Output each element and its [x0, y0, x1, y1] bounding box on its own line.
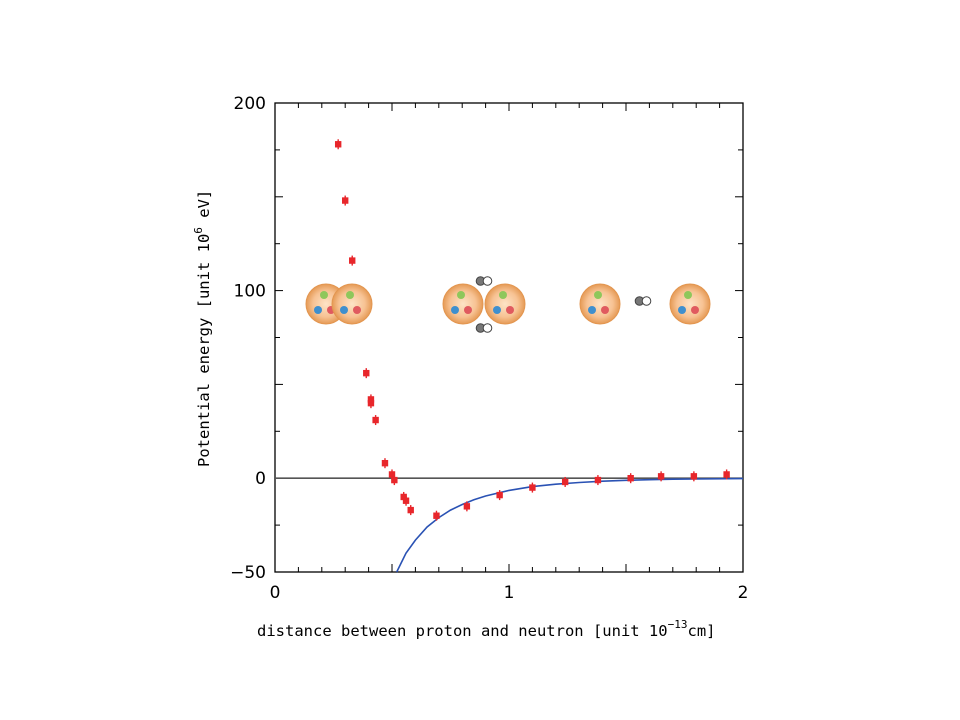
nucleon-overlap-right: [331, 283, 373, 325]
x-tick-label: 0: [270, 583, 281, 603]
quark-blue: [340, 306, 348, 314]
y-axis-title: Potential energy [unit 106 eV]: [192, 190, 213, 467]
nucleon-touch-left: [442, 283, 484, 325]
quark-blue: [314, 306, 322, 314]
axis-ticks: [274, 102, 744, 573]
nucleon-illustration: [305, 276, 711, 333]
quark-green: [594, 291, 602, 299]
pion-light: [482, 276, 493, 286]
quark-green: [684, 291, 692, 299]
quark-red: [464, 306, 472, 314]
x-axis-title-exponent: −13: [668, 618, 688, 631]
y-tick-label: −50: [230, 563, 266, 583]
fit-curve: [395, 477, 744, 573]
quark-green: [320, 291, 328, 299]
x-axis-title-unit: cm]: [687, 622, 715, 640]
fit-curve-line: [395, 477, 744, 573]
nucleon-apart-right: [669, 283, 711, 325]
pion-light: [482, 323, 493, 333]
plot-frame: [274, 102, 744, 573]
nucleon-touch-right: [484, 283, 526, 325]
y-axis-title-text: Potential energy [unit 10: [195, 234, 213, 467]
y-axis-title-unit: eV]: [195, 190, 213, 227]
data-points: [334, 139, 730, 521]
quark-red: [601, 306, 609, 314]
nucleon-apart-left: [579, 283, 621, 325]
x-axis-title: distance between proton and neutron [uni…: [257, 618, 715, 640]
quark-red: [691, 306, 699, 314]
y-tick-label: 0: [255, 469, 266, 489]
quark-blue: [588, 306, 596, 314]
x-tick-label: 2: [738, 583, 749, 603]
pion-light: [641, 296, 652, 306]
quark-blue: [678, 306, 686, 314]
y-tick-label: 100: [234, 282, 266, 302]
x-axis-title-text: distance between proton and neutron [uni…: [257, 622, 668, 640]
quark-blue: [451, 306, 459, 314]
quark-red: [353, 306, 361, 314]
y-tick-label: 200: [234, 94, 266, 114]
quark-blue: [493, 306, 501, 314]
quark-green: [457, 291, 465, 299]
quark-green: [499, 291, 507, 299]
quark-green: [346, 291, 354, 299]
x-tick-label: 1: [504, 583, 515, 603]
y-axis-title-exponent: 6: [192, 227, 205, 234]
quark-red: [506, 306, 514, 314]
